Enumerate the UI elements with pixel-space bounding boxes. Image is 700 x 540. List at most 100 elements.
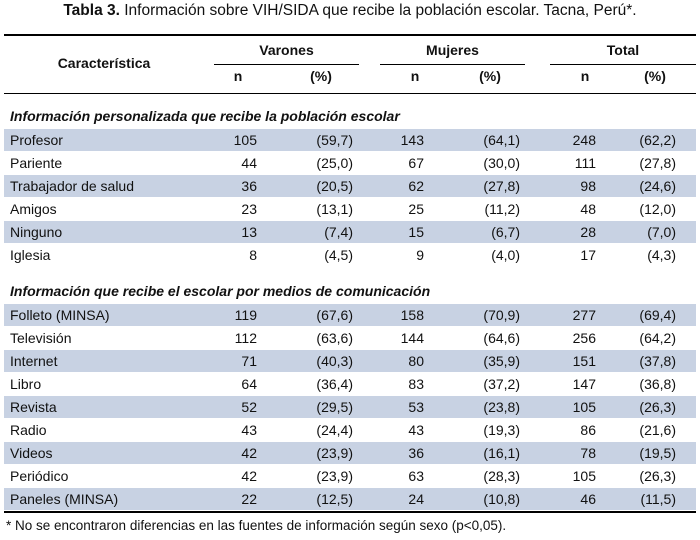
- cell-varones-n: 42: [241, 445, 257, 461]
- cell-mujeres-n: 158: [400, 307, 424, 323]
- cell-varones-n: 22: [241, 491, 257, 507]
- cell-mujeres-pct: (37,2): [483, 376, 520, 392]
- cell-total-n: 105: [572, 399, 596, 415]
- table-row: Radio 43 (24,4) 43 (19,3) 86 (21,6): [4, 419, 696, 441]
- cell-varones-pct: (36,4): [316, 376, 353, 392]
- bottom-rule: [4, 511, 696, 513]
- cell-varones-pct: (67,6): [316, 307, 353, 323]
- table-row: Folleto (MINSA) 119 (67,6) 158 (70,9) 277 (69,…: [4, 304, 696, 326]
- cell-total-pct: (69,4): [639, 307, 676, 323]
- row-label: Periódico: [10, 468, 69, 484]
- header-total-n: n: [580, 68, 590, 84]
- cell-mujeres-pct: (70,9): [483, 307, 520, 323]
- cell-varones-pct: (25,0): [316, 155, 353, 171]
- row-label: Internet: [10, 353, 58, 369]
- cell-mujeres-pct: (6,7): [491, 224, 520, 240]
- table-row: Televisión 112 (63,6) 144 (64,6) 256 (64,2): [4, 327, 696, 349]
- cell-mujeres-n: 62: [408, 178, 424, 194]
- header-mujeres-n: n: [410, 68, 420, 84]
- cell-mujeres-n: 67: [408, 155, 424, 171]
- cell-varones-pct: (4,5): [324, 247, 353, 263]
- cell-total-n: 256: [572, 330, 596, 346]
- row-label: Profesor: [10, 132, 63, 148]
- cell-varones-pct: (13,1): [316, 201, 353, 217]
- row-label: Radio: [10, 422, 47, 438]
- section-title-personal: Información personalizada que recibe la …: [10, 108, 400, 124]
- cell-varones-n: 44: [241, 155, 257, 171]
- table-row: Pariente 44 (25,0) 67 (30,0) 111 (27,8): [4, 152, 696, 174]
- header-varones-pct: (%): [310, 68, 332, 84]
- table-row: Internet 71 (40,3) 80 (35,9) 151 (37,8): [4, 350, 696, 372]
- cell-total-n: 248: [572, 132, 596, 148]
- cell-mujeres-pct: (35,9): [483, 353, 520, 369]
- cell-total-pct: (36,8): [639, 376, 676, 392]
- cell-total-pct: (27,8): [639, 155, 676, 171]
- cell-varones-pct: (20,5): [316, 178, 353, 194]
- cell-total-pct: (26,3): [639, 468, 676, 484]
- cell-mujeres-pct: (64,1): [483, 132, 520, 148]
- header-mujeres-pct: (%): [479, 68, 501, 84]
- row-label: Libro: [10, 376, 42, 392]
- row-label: Amigos: [10, 201, 57, 217]
- header-group-total: Total: [606, 42, 640, 58]
- row-label: Paneles (MINSA): [10, 491, 119, 507]
- cell-total-pct: (4,3): [647, 247, 676, 263]
- cell-mujeres-n: 63: [408, 468, 424, 484]
- table-row: Paneles (MINSA) 22 (12,5) 24 (10,8) 46 (11,5): [4, 488, 696, 510]
- cell-total-n: 98: [580, 178, 596, 194]
- table-row: Videos 42 (23,9) 36 (16,1) 78 (19,5): [4, 442, 696, 464]
- cell-varones-n: 71: [241, 353, 257, 369]
- header-group-mujeres: Mujeres: [426, 42, 479, 58]
- header-varones-n: n: [233, 68, 243, 84]
- cell-varones-n: 105: [233, 132, 257, 148]
- cell-mujeres-n: 43: [408, 422, 424, 438]
- row-label: Revista: [10, 399, 57, 415]
- table-row: Revista 52 (29,5) 53 (23,8) 105 (26,3): [4, 396, 696, 418]
- cell-mujeres-pct: (4,0): [491, 247, 520, 263]
- cell-total-pct: (37,8): [639, 353, 676, 369]
- cell-total-pct: (12,0): [639, 201, 676, 217]
- cell-total-n: 28: [580, 224, 596, 240]
- footnote: * No se encontraron diferencias en las f…: [6, 518, 507, 533]
- cell-total-pct: (26,3): [639, 399, 676, 415]
- cell-total-n: 48: [580, 201, 596, 217]
- table-caption: Tabla 3. Información sobre VIH/SIDA que …: [0, 2, 700, 20]
- cell-mujeres-pct: (23,8): [483, 399, 520, 415]
- cell-mujeres-pct: (19,3): [483, 422, 520, 438]
- cell-total-n: 78: [580, 445, 596, 461]
- cell-varones-pct: (29,5): [316, 399, 353, 415]
- cell-varones-pct: (59,7): [316, 132, 353, 148]
- cell-mujeres-pct: (16,1): [483, 445, 520, 461]
- cell-mujeres-n: 53: [408, 399, 424, 415]
- top-rule: [4, 34, 696, 36]
- section-title-media: Información que recibe el escolar por me…: [10, 283, 431, 299]
- cell-mujeres-n: 24: [408, 491, 424, 507]
- cell-total-n: 277: [572, 307, 596, 323]
- header-rule: [4, 93, 696, 94]
- row-label: Videos: [10, 445, 53, 461]
- row-label: Pariente: [10, 155, 63, 171]
- cell-mujeres-pct: (10,8): [483, 491, 520, 507]
- cell-varones-n: 13: [241, 224, 257, 240]
- table-row: Periódico 42 (23,9) 63 (28,3) 105 (26,3): [4, 465, 696, 487]
- row-label: Televisión: [10, 330, 72, 346]
- caption-text: Información sobre VIH/SIDA que recibe la…: [124, 2, 637, 19]
- cell-varones-pct: (12,5): [316, 491, 353, 507]
- cell-mujeres-pct: (28,3): [483, 468, 520, 484]
- cell-varones-n: 64: [241, 376, 257, 392]
- cell-mujeres-pct: (30,0): [483, 155, 520, 171]
- row-label: Trabajador de salud: [10, 178, 135, 194]
- cell-mujeres-pct: (11,2): [484, 201, 520, 217]
- cell-varones-pct: (24,4): [316, 422, 353, 438]
- cell-mujeres-n: 144: [400, 330, 424, 346]
- mujeres-underline: [380, 64, 525, 65]
- total-underline: [550, 64, 696, 65]
- cell-total-n: 111: [574, 155, 596, 171]
- cell-total-pct: (21,6): [639, 422, 676, 438]
- cell-total-pct: (62,2): [639, 132, 676, 148]
- table-row: Trabajador de salud 36 (20,5) 62 (27,8) 98 (24…: [4, 175, 696, 197]
- cell-total-n: 46: [580, 491, 596, 507]
- cell-varones-n: 119: [234, 307, 257, 323]
- table-row: Libro 64 (36,4) 83 (37,2) 147 (36,8): [4, 373, 696, 395]
- cell-mujeres-n: 83: [408, 376, 424, 392]
